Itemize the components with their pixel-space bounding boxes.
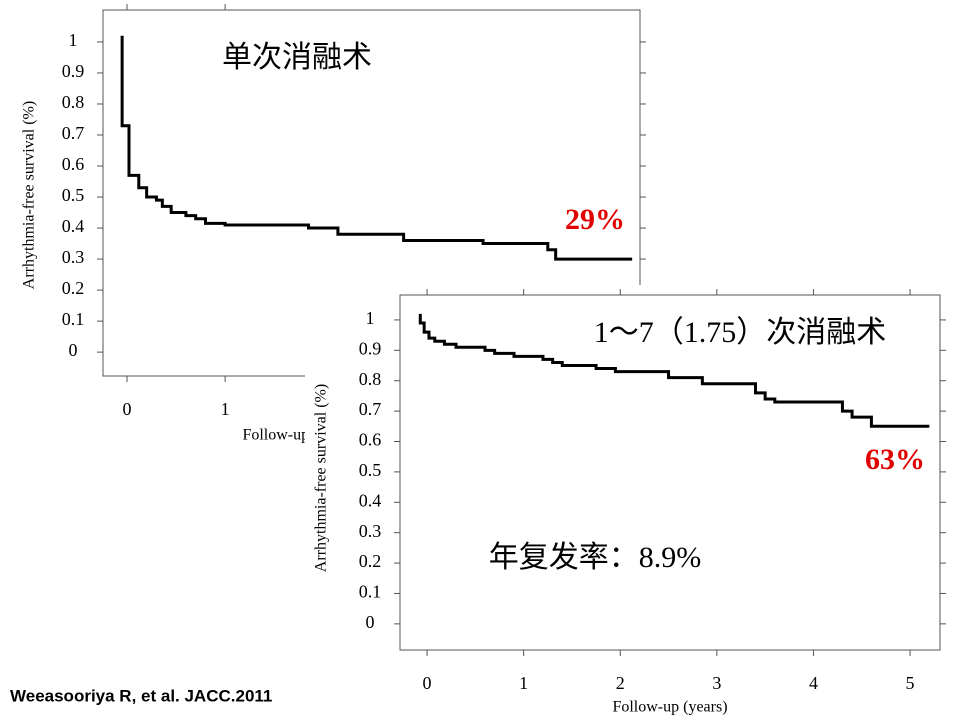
y-tick-label: 0.5 <box>62 185 85 205</box>
x-tick-label: 2 <box>616 673 625 693</box>
chart: 0 0.1 0.2 0.3 0.4 0.5 0.6 0.7 0.8 0.9 1 0 1 2 3 4 5 Follo… <box>313 289 946 716</box>
x-tick-label: 4 <box>809 673 818 693</box>
y-tick-label: 0.7 <box>359 399 382 419</box>
y-tick-label: 0.3 <box>62 247 85 267</box>
y-tick-label: 0.3 <box>359 521 382 541</box>
x-tick-label: 3 <box>712 673 721 693</box>
x-axis-label: Follow-up (years) <box>612 699 727 716</box>
annotation: 29% <box>565 203 625 236</box>
chart: 00.10.20.30.40.50.60.70.80.910 1Follow-up… <box>21 4 646 444</box>
y-tick-label: 0 <box>366 612 375 632</box>
x-tick-label: 0 <box>423 673 432 693</box>
y-tick-label: 0.9 <box>62 61 85 81</box>
y-tick-label: 0.7 <box>62 123 85 143</box>
y-tick-label: 1 <box>69 30 78 50</box>
y-tick-label: 0.8 <box>359 369 382 389</box>
note: 年复发率：8.9% <box>489 541 702 574</box>
y-tick-label: 0.5 <box>359 460 382 480</box>
y-tick-label: 0 <box>69 340 78 360</box>
y-tick-label: 1 <box>366 308 375 328</box>
chart-title: 单次消融术 <box>222 41 372 74</box>
x-tick-label: 5 <box>906 673 915 693</box>
x-tick-label: 1 <box>519 673 528 693</box>
survival-line <box>418 313 930 428</box>
y-axis-label: Arrhythmia-free survival (%) <box>21 101 38 289</box>
y-axis-label: Arrhythmia-free survival (%) <box>313 384 330 572</box>
y-tick-label: 0.4 <box>62 216 85 236</box>
panel-background <box>305 285 960 720</box>
plot-frame <box>399 294 941 651</box>
y-tick-label: 0.2 <box>359 551 382 571</box>
x-tick-label: 0 <box>123 399 132 419</box>
y-tick-label: 0.4 <box>359 490 382 510</box>
y-tick-label: 0.1 <box>62 309 85 329</box>
y-tick-label: 0.6 <box>359 430 382 450</box>
y-tick-label: 0.8 <box>62 92 85 112</box>
x-tick-label: 1 <box>221 399 230 419</box>
citation: Weeasooriya R, et al. JACC.2011 <box>10 686 272 705</box>
y-tick-label: 0.2 <box>62 278 85 298</box>
chart-title: 1～7（1.75）次消融术 <box>594 316 887 349</box>
y-tick-label: 0.1 <box>359 582 382 602</box>
y-tick-label: 0.6 <box>62 154 85 174</box>
y-tick-label: 0.9 <box>359 338 382 358</box>
survival-line <box>120 35 633 261</box>
annotation: 63% <box>865 443 925 476</box>
